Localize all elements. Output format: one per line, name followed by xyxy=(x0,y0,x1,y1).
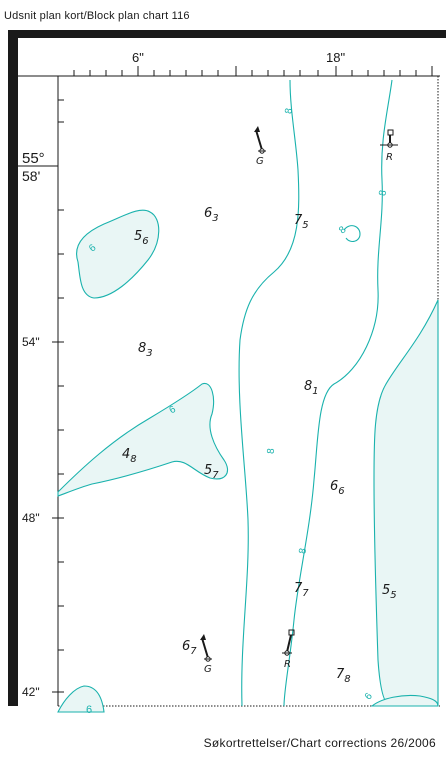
contour-label-6: 6 xyxy=(86,704,92,716)
left-axis-sec-42: 42" xyxy=(22,685,40,699)
contour-label-8: 8 xyxy=(377,189,389,197)
left-axis-deg-55: 55° xyxy=(22,150,45,167)
shoal-area-south-west xyxy=(57,685,105,713)
contour-label-8: 8 xyxy=(283,107,295,115)
buoy-letter: G xyxy=(204,664,212,675)
lateral-buoy-icon xyxy=(254,126,266,154)
left-axis-sec-54: 54" xyxy=(22,335,40,349)
top-axis-label-6: 6" xyxy=(132,50,144,65)
sounding: 57 xyxy=(204,463,219,481)
shoal-area-south-east xyxy=(370,694,439,707)
buoy-letter: G xyxy=(256,156,264,167)
buoy-letter: R xyxy=(284,659,291,670)
sounding: 83 xyxy=(138,341,153,359)
contour-label-6: 6 xyxy=(363,691,375,703)
sounding: 56 xyxy=(134,229,149,247)
chart-header-title: Udsnit plan kort/Block plan chart 116 xyxy=(4,10,190,22)
sounding: 55 xyxy=(382,583,397,601)
left-axis-sec-48: 48" xyxy=(22,511,40,525)
frame-left-bar xyxy=(8,30,18,706)
contour-label-8: 8 xyxy=(337,224,349,236)
left-axis-min-58: 58' xyxy=(22,168,40,184)
contour-8m-small-ring xyxy=(343,225,361,243)
contour-label-6: 6 xyxy=(87,242,99,254)
lateral-buoy-icon xyxy=(282,629,295,656)
top-axis-label-18: 18" xyxy=(326,50,345,65)
contour-8m-channel-east xyxy=(283,79,393,707)
lateral-buoy-icon xyxy=(380,129,398,148)
frame-top-bar xyxy=(8,30,446,38)
sounding: 48 xyxy=(122,447,137,465)
shoal-area-west xyxy=(57,382,228,497)
sounding: 75 xyxy=(294,213,309,231)
shoal-area-east xyxy=(373,299,439,707)
lateral-buoy-icon xyxy=(200,634,212,662)
chart-corrections-note: Søkortrettelser/Chart corrections 26/200… xyxy=(203,736,436,750)
contour-label-8: 8 xyxy=(266,447,277,454)
contour-label-6: 6 xyxy=(168,404,179,417)
sounding: 78 xyxy=(336,667,351,685)
sounding: 77 xyxy=(294,581,309,599)
contour-label-8: 8 xyxy=(297,547,309,555)
buoy-letter: R xyxy=(386,152,393,163)
contour-8m-channel-west xyxy=(238,79,300,707)
sounding: 66 xyxy=(330,479,345,497)
sounding: 81 xyxy=(304,379,319,397)
sounding: 63 xyxy=(204,206,219,224)
shoal-area-north-west xyxy=(76,209,160,299)
sounding: 67 xyxy=(182,639,197,657)
